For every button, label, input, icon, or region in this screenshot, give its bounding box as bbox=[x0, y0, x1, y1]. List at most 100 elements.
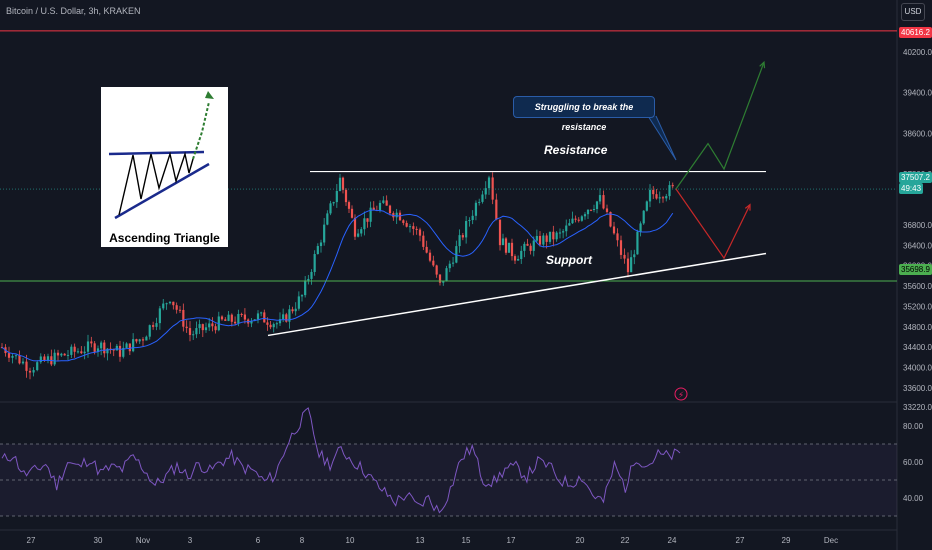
currency-button[interactable]: USD bbox=[901, 3, 925, 21]
candle-body bbox=[269, 324, 272, 328]
candle-body bbox=[671, 185, 674, 187]
candle-body bbox=[558, 232, 562, 234]
candle-body bbox=[80, 351, 83, 354]
resistance-label: Resistance bbox=[544, 143, 608, 157]
candle-body bbox=[474, 202, 478, 216]
candle-body bbox=[304, 280, 307, 296]
candle-body bbox=[648, 189, 652, 202]
moving-average-line bbox=[1, 209, 674, 362]
candle-body bbox=[316, 246, 319, 255]
price-tick-label: 36800.0 bbox=[903, 221, 932, 230]
candle-body bbox=[458, 235, 461, 247]
candle-body bbox=[445, 268, 448, 282]
candle-body bbox=[300, 295, 304, 297]
candle-body bbox=[25, 361, 28, 371]
time-tick-label: 17 bbox=[507, 536, 516, 545]
price-tick-label: 33600.0 bbox=[903, 384, 932, 393]
candle-body bbox=[385, 200, 388, 206]
candle-body bbox=[112, 349, 115, 351]
chart-title: Bitcoin / U.S. Dollar, 3h, KRAKEN bbox=[6, 6, 141, 16]
candle-body bbox=[363, 218, 366, 230]
candle-body bbox=[609, 211, 612, 227]
candle-body bbox=[175, 305, 178, 310]
candle-body bbox=[353, 217, 357, 237]
support-price-badge: 35698.9 bbox=[899, 264, 932, 275]
candle-body bbox=[529, 245, 532, 251]
candle-body bbox=[491, 177, 494, 200]
candle-body bbox=[652, 189, 655, 195]
candle-body bbox=[208, 323, 211, 328]
time-tick-label: 30 bbox=[94, 536, 103, 545]
candle-body bbox=[455, 246, 458, 263]
candle-body bbox=[408, 226, 412, 228]
candle-body bbox=[405, 222, 408, 227]
candle-body bbox=[132, 339, 135, 352]
candle-body bbox=[115, 345, 118, 351]
candle-body bbox=[583, 214, 587, 217]
candle-body bbox=[233, 321, 237, 324]
candle-body bbox=[605, 208, 609, 212]
candle-body bbox=[565, 225, 568, 232]
candle-body bbox=[555, 232, 558, 240]
candle-body bbox=[182, 309, 185, 327]
candle-body bbox=[201, 324, 204, 331]
time-tick-label: 10 bbox=[346, 536, 355, 545]
candle-body bbox=[586, 209, 590, 215]
candle-body bbox=[484, 188, 487, 195]
candle-body bbox=[165, 303, 168, 305]
rsi-line bbox=[1, 407, 681, 514]
candle-body bbox=[332, 202, 335, 204]
ascending-triangle-inset: Ascending Triangle bbox=[101, 87, 228, 247]
candle-body bbox=[378, 202, 382, 211]
candle-body bbox=[642, 210, 645, 224]
candle-body bbox=[639, 223, 642, 232]
candle-body bbox=[366, 218, 369, 222]
candle-body bbox=[96, 348, 100, 352]
candle-body bbox=[11, 355, 14, 358]
candle-body bbox=[145, 336, 148, 341]
candle-body bbox=[21, 361, 25, 364]
time-tick-label: 13 bbox=[416, 536, 425, 545]
candle-body bbox=[195, 328, 198, 335]
candle-body bbox=[645, 201, 648, 211]
lines-layer bbox=[0, 30, 897, 337]
candle-body bbox=[568, 223, 571, 226]
candle-body bbox=[240, 313, 243, 315]
candle-body bbox=[636, 231, 639, 255]
candle-body bbox=[442, 281, 445, 283]
candle-body bbox=[630, 257, 633, 273]
candle-body bbox=[18, 355, 21, 364]
candle-body bbox=[507, 242, 511, 253]
candle-body bbox=[275, 323, 278, 325]
candle-body bbox=[250, 320, 253, 324]
inset-caption: Ascending Triangle bbox=[109, 231, 220, 245]
candle-body bbox=[148, 325, 151, 337]
candle-body bbox=[661, 197, 665, 199]
bearish-projection bbox=[675, 188, 751, 260]
time-tick-label: 24 bbox=[668, 536, 677, 545]
candle-body bbox=[172, 301, 175, 306]
candle-body bbox=[395, 212, 398, 218]
rsi-tick-label: 40.00 bbox=[903, 494, 924, 503]
candle-body bbox=[468, 220, 471, 222]
candle-body bbox=[471, 215, 474, 221]
candle-body bbox=[291, 309, 294, 312]
candle-body bbox=[319, 242, 323, 247]
bullish-arrowhead bbox=[759, 60, 766, 69]
candle-body bbox=[577, 219, 580, 221]
lightning-icon[interactable] bbox=[674, 387, 688, 401]
candle-body bbox=[655, 194, 658, 199]
candle-body bbox=[571, 218, 574, 224]
candle-body bbox=[155, 323, 158, 327]
candle-body bbox=[63, 353, 66, 356]
candle-body bbox=[224, 319, 227, 321]
candle-body bbox=[272, 324, 275, 328]
candle-body bbox=[350, 208, 354, 218]
candle-body bbox=[545, 235, 548, 242]
candle-body bbox=[125, 343, 128, 348]
support-trendline bbox=[267, 252, 767, 337]
candle-body bbox=[86, 341, 90, 352]
rsi-panel bbox=[0, 407, 897, 517]
time-tick-label: 29 bbox=[782, 536, 791, 545]
